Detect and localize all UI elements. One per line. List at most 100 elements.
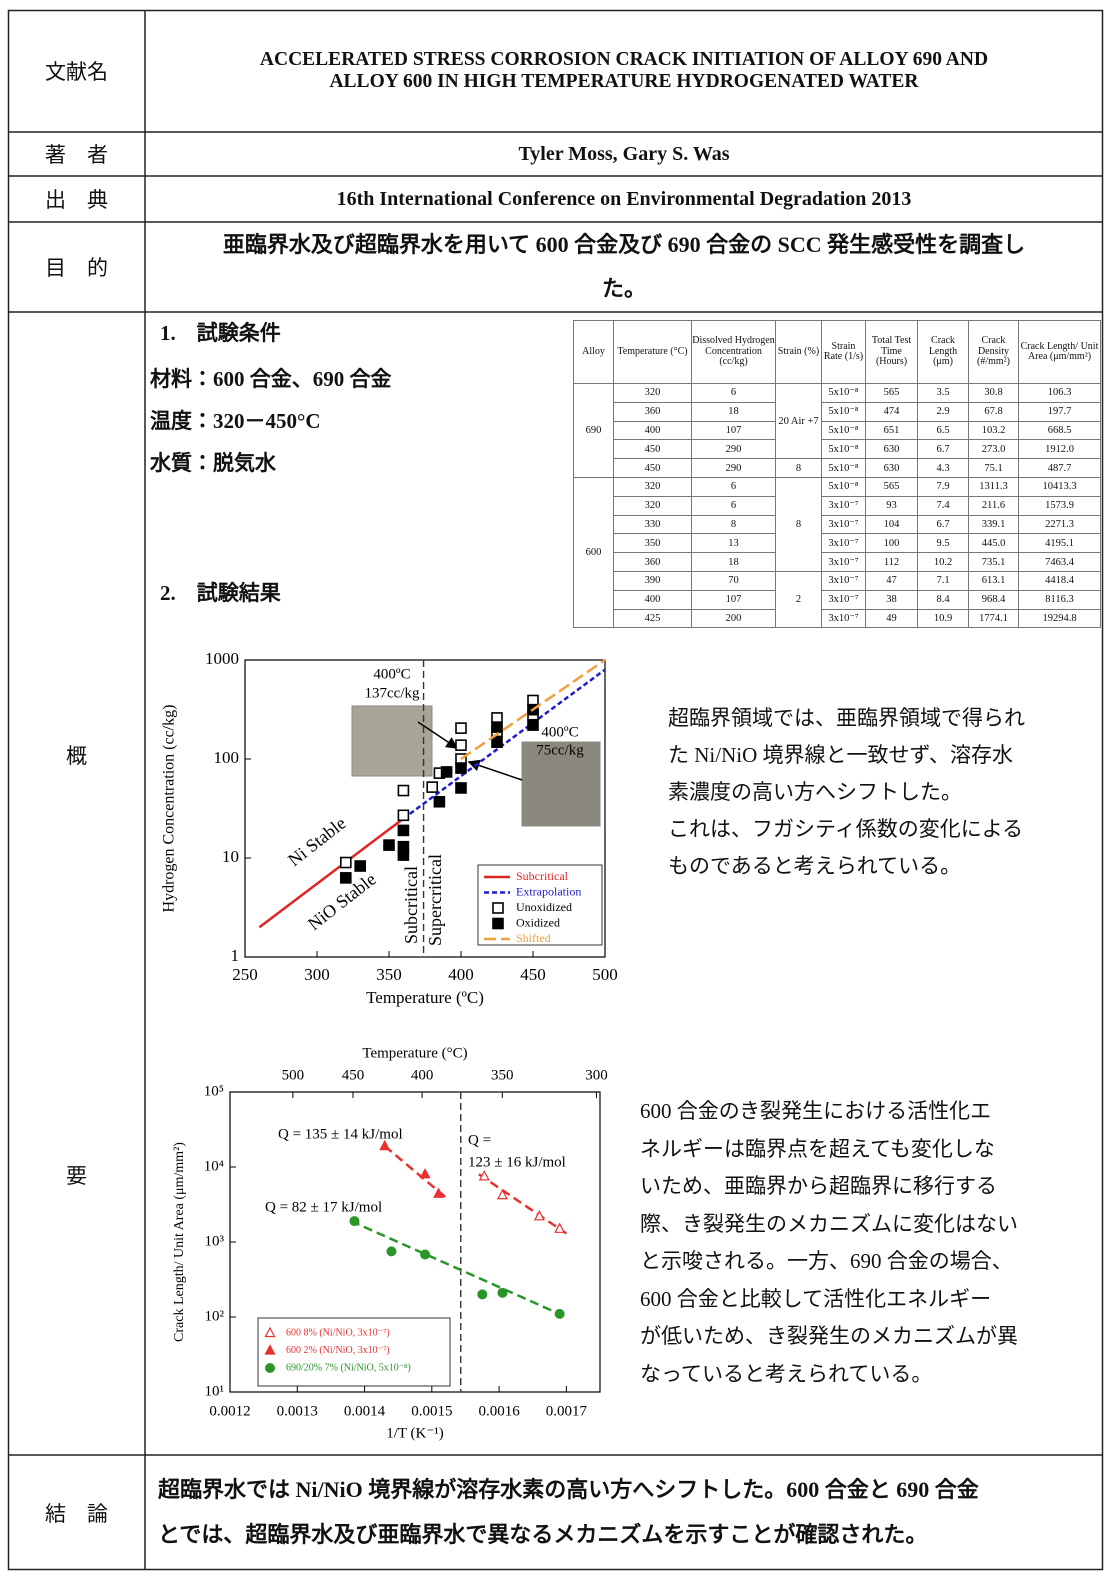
table-cell: 400 <box>614 421 692 440</box>
fit-label: 123 ± 16 kJ/mol <box>468 1154 566 1170</box>
x-tick-label: 0.0017 <box>546 1403 588 1419</box>
point <box>555 1309 565 1319</box>
header-cell: Crack Density (#/mm²) <box>969 321 1019 384</box>
table-cell: 330 <box>614 515 692 534</box>
x-tick-label: 400 <box>448 965 474 984</box>
x-tick-label: 0.0014 <box>344 1403 386 1419</box>
text-line: た Ni/NiO 境界線と一致せず、溶存水 <box>668 737 1025 774</box>
table-cell: 5x10⁻⁸ <box>822 440 866 459</box>
table-cell: 8.4 <box>918 590 969 609</box>
table-cell: 2271.3 <box>1019 515 1101 534</box>
x-tick-label: 0.0016 <box>478 1403 520 1419</box>
fit-label: Q = 82 ± 17 kJ/mol <box>265 1199 382 1215</box>
text-line: これは、フガシティ係数の変化による <box>668 811 1025 848</box>
x-tick-label: 0.0015 <box>411 1403 452 1419</box>
table-cell: 400 <box>614 590 692 609</box>
point <box>420 1250 430 1260</box>
table-cell: 474 <box>866 402 918 421</box>
header-cell: Dissolved Hydrogen Concentration (cc/kg) <box>692 321 776 384</box>
alloy-cell: 690 <box>574 384 614 478</box>
figure2-text: 600 合金のき裂発生における活性化エネルギーは臨界点を超えても変化しないため、… <box>640 1093 1018 1393</box>
table-cell: 112 <box>866 553 918 572</box>
table-cell: 7.1 <box>918 571 969 590</box>
document: 2503003504004505001101001000Temperature … <box>0 0 1107 1576</box>
point <box>442 767 452 777</box>
photo-label: 75cc/kg <box>536 742 584 758</box>
table-cell: 200 <box>692 609 776 628</box>
point <box>535 1211 544 1220</box>
table-cell: 487.7 <box>1019 459 1101 478</box>
strain-cell: 8 <box>776 459 822 478</box>
purpose: 亜臨界水及び超臨界水を用いて 600 合金及び 690 合金の SCC 発生感受… <box>145 222 1103 312</box>
table-cell: 360 <box>614 553 692 572</box>
strain-cell: 2 <box>776 571 822 627</box>
table-cell: 6.5 <box>918 421 969 440</box>
table-cell: 47 <box>866 571 918 590</box>
table-cell: 668.5 <box>1019 421 1101 440</box>
table-cell: 630 <box>866 459 918 478</box>
title-line: ALLOY 600 IN HIGH TEMPERATURE HYDROGENAT… <box>329 71 918 93</box>
point <box>528 720 538 730</box>
table-cell: 3x10⁻⁷ <box>822 571 866 590</box>
table-cell: 19294.8 <box>1019 609 1101 628</box>
x2-tick-label: 450 <box>342 1067 365 1083</box>
text-line: 材料：600 合金、690 合金 <box>150 363 392 393</box>
row-label: 文献名 <box>8 10 145 132</box>
fit-line <box>385 1146 446 1197</box>
table-cell: 1774.1 <box>969 609 1019 628</box>
y-tick-label: 10³ <box>205 1233 225 1249</box>
photo-label: 400ºC <box>373 666 410 682</box>
x2-axis-label: Temperature (°C) <box>362 1045 467 1061</box>
text-line: 際、き裂発生のメカニズムに変化はない <box>640 1206 1018 1244</box>
y-tick-label: 100 <box>214 748 240 767</box>
table-row: 690320620 Air +75x10⁻⁸5653.530.8106.3 <box>574 384 1101 403</box>
table-cell: 103.2 <box>969 421 1019 440</box>
region-label: Supercritical <box>425 854 445 946</box>
table-cell: 107 <box>692 421 776 440</box>
text-line: 超臨界水では Ni/NiO 境界線が溶存水素の高い方へシフトした。600 合金と… <box>158 1472 979 1504</box>
legend-label: Unoxidized <box>516 900 572 914</box>
row-label: 結 論 <box>8 1455 145 1570</box>
legend-label: Extrapolation <box>516 884 581 898</box>
table-cell: 735.1 <box>969 553 1019 572</box>
table-cell: 450 <box>614 459 692 478</box>
point <box>456 740 466 750</box>
photo <box>352 706 432 776</box>
region-label: Ni Stable <box>284 813 350 870</box>
point <box>341 858 351 868</box>
y-axis-label: Hydrogen Concentration (cc/kg) <box>161 705 178 913</box>
point <box>398 810 408 820</box>
table-cell: 651 <box>866 421 918 440</box>
text-line: 素濃度の高い方へシフトした。 <box>668 774 1025 811</box>
row-label: 出 典 <box>8 176 145 222</box>
photo-label: 400ºC <box>541 724 578 740</box>
point <box>341 873 351 883</box>
text-line: 600 合金と比較して活性化エネルギー <box>640 1281 1018 1319</box>
table-cell: 49 <box>866 609 918 628</box>
table-cell: 350 <box>614 534 692 553</box>
point <box>456 723 466 733</box>
point <box>456 763 466 773</box>
table-cell: 197.7 <box>1019 402 1101 421</box>
text-line: が低いため、き裂発生のメカニズムが異 <box>640 1318 1018 1356</box>
y-tick-label: 10¹ <box>205 1383 225 1399</box>
table-cell: 211.6 <box>969 496 1019 515</box>
text-line: 600 合金のき裂発生における活性化エ <box>640 1093 1018 1131</box>
table-row: 45029085x10⁻⁸6304.375.1487.7 <box>574 459 1101 478</box>
point <box>398 825 408 835</box>
point <box>384 840 394 850</box>
table-cell: 4.3 <box>918 459 969 478</box>
legend-label: 600 2% (Ni/NiO, 3x10⁻⁷) <box>286 1345 390 1356</box>
text-line: た。 <box>602 267 646 311</box>
point <box>355 861 365 871</box>
x-tick-label: 250 <box>232 965 258 984</box>
table-cell: 5x10⁻⁸ <box>822 459 866 478</box>
point <box>398 786 408 796</box>
fit-line <box>479 1174 566 1233</box>
point <box>434 797 444 807</box>
row-label: 著 者 <box>8 132 145 176</box>
table-cell: 1573.9 <box>1019 496 1101 515</box>
table-cell: 5x10⁻⁸ <box>822 421 866 440</box>
